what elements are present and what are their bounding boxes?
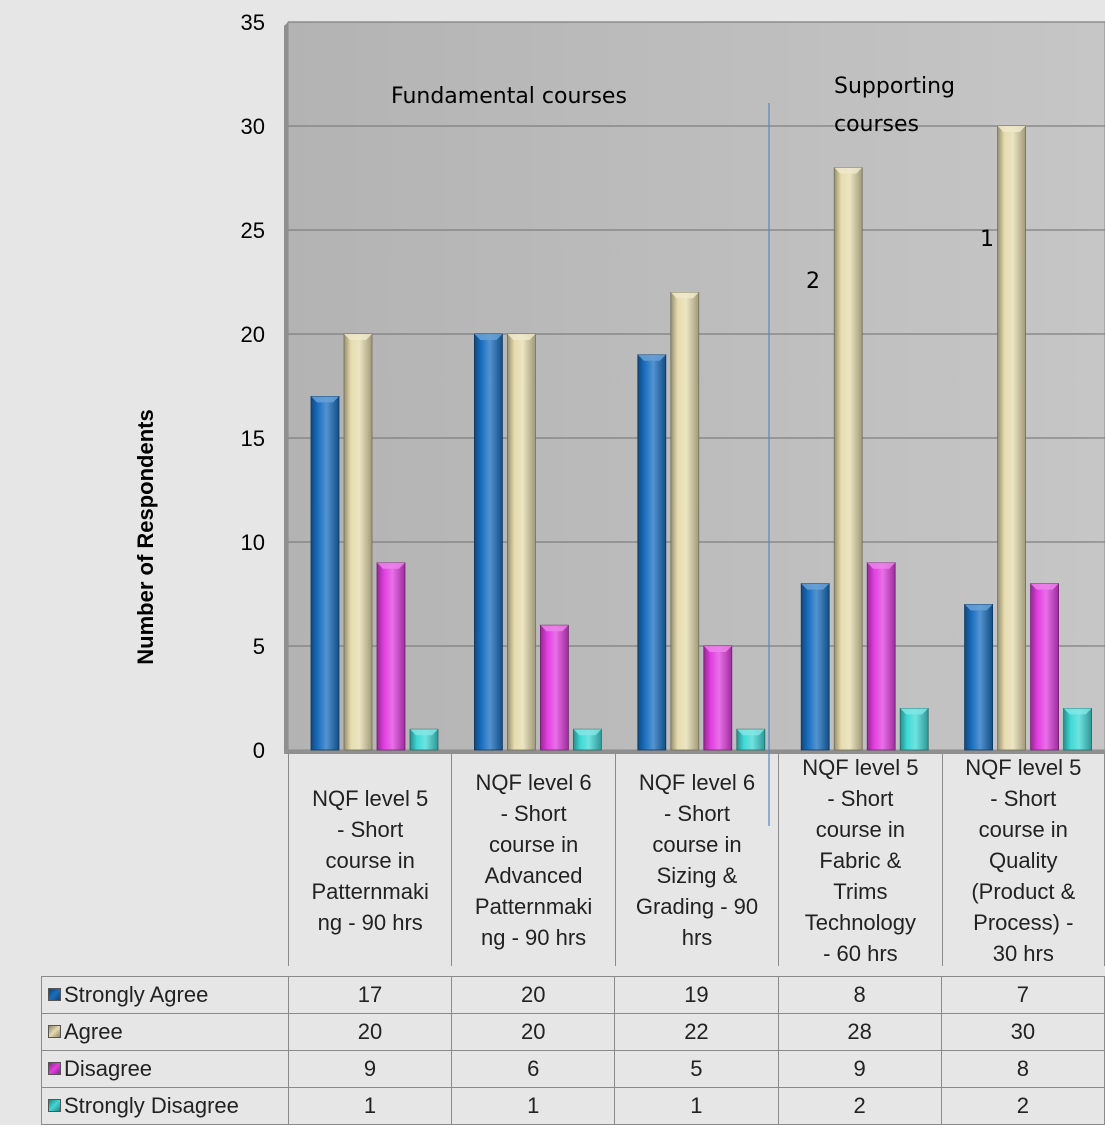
bar (703, 645, 733, 751)
table-cell: 2 (777, 1087, 942, 1125)
annotation-marker-2: 2 (806, 269, 820, 294)
bars (310, 125, 1092, 751)
table-cell: 28 (777, 1013, 942, 1051)
plot-floor (284, 750, 1105, 754)
legend-entry: Agree (41, 1013, 289, 1051)
table-cell: 1 (287, 1087, 453, 1125)
table-cell: 1 (614, 1087, 779, 1125)
data-table: Strongly Agree 17 20 19 8 7 Agree 20 20 22 28 30 Dis… (41, 976, 1105, 1125)
bar (343, 333, 373, 751)
bar (800, 583, 830, 751)
x-category-label: NQF level 5 - Short course in Quality (P… (941, 754, 1105, 966)
legend-key-icon (48, 1098, 61, 1112)
legend-key-icon (48, 987, 61, 1001)
table-cell: 7 (940, 976, 1105, 1014)
legend-label: Agree (64, 1019, 123, 1044)
bar (376, 562, 406, 751)
table-cell: 8 (777, 976, 942, 1014)
y-tick-label: 0 (253, 738, 265, 763)
bar (866, 562, 896, 751)
bar (670, 291, 700, 751)
table-cell: 17 (287, 976, 453, 1014)
table-cell: 5 (614, 1050, 779, 1088)
table-cell: 20 (451, 976, 616, 1014)
bar (540, 624, 569, 751)
table-cell: 20 (451, 1013, 616, 1051)
bar (1030, 583, 1059, 751)
x-category-label: NQF level 5 - Short course in Patternmak… (288, 754, 451, 966)
table-cell: 8 (940, 1050, 1105, 1088)
bar (964, 604, 993, 751)
x-category-label: NQF level 5 - Short course in Fabric & T… (778, 754, 941, 966)
bar (997, 125, 1026, 751)
table-cell: 22 (614, 1013, 779, 1051)
y-tick-label: 35 (241, 10, 265, 35)
table-row: Strongly Agree 17 20 19 8 7 (41, 976, 1105, 1014)
bar (736, 728, 766, 751)
legend-entry: Disagree (41, 1050, 289, 1088)
y-axis-title: Number of Respondents (133, 409, 158, 664)
table-row: Strongly Disagree 1 1 1 2 2 (41, 1087, 1105, 1125)
legend-label: Disagree (64, 1056, 153, 1081)
annotation-fundamental-courses: Fundamental courses (391, 84, 627, 109)
table-cell: 1 (451, 1087, 616, 1125)
table-cell: 19 (614, 976, 779, 1014)
legend-label: Strongly Agree (64, 982, 209, 1007)
table-cell: 6 (451, 1050, 616, 1088)
annotation-marker-1: 1 (980, 227, 994, 252)
bar (473, 333, 503, 751)
legend-key-icon (48, 1061, 61, 1075)
annotation-supporting-courses-2: courses (834, 112, 919, 137)
table-cell: 2 (940, 1087, 1105, 1125)
y-tick-label: 30 (241, 114, 265, 139)
legend-label: Strongly Disagree (64, 1093, 239, 1118)
table-row: Disagree 9 6 5 9 8 (41, 1050, 1105, 1088)
bar (506, 333, 536, 751)
bar (899, 708, 929, 751)
table-cell: 30 (940, 1013, 1105, 1051)
legend-key-icon (48, 1024, 61, 1038)
legend-entry: Strongly Disagree (41, 1087, 289, 1125)
x-category-label: NQF level 6 - Short course in Sizing & G… (614, 754, 778, 966)
bar (573, 728, 602, 751)
bar (409, 728, 439, 751)
y-tick-label: 15 (241, 426, 265, 451)
bar (1063, 708, 1092, 751)
y-tick-label: 20 (241, 322, 265, 347)
y-tick-label: 5 (253, 634, 265, 659)
x-category-label: NQF level 6 - Short course in Advanced P… (451, 754, 614, 966)
legend-entry: Strongly Agree (41, 976, 289, 1014)
bar (310, 395, 340, 751)
plot-side-wall (284, 22, 288, 754)
table-cell: 9 (287, 1050, 453, 1088)
y-tick-label: 25 (241, 218, 265, 243)
annotation-supporting-courses-1: Supporting (834, 74, 955, 99)
table-cell: 9 (777, 1050, 942, 1088)
bar (833, 167, 863, 751)
y-tick-label: 10 (241, 530, 265, 555)
table-row: Agree 20 20 22 28 30 (41, 1013, 1105, 1051)
bar (637, 354, 667, 751)
y-tick-labels: 0 5 10 15 20 25 30 35 (241, 10, 265, 763)
table-cell: 20 (287, 1013, 453, 1051)
